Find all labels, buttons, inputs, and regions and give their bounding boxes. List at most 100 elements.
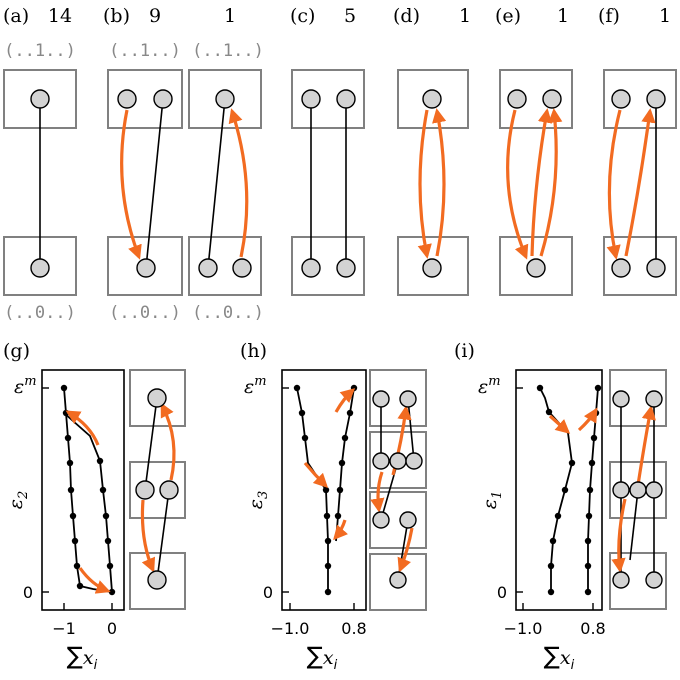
- top-row-edges: [39, 98, 657, 269]
- plot-h-yticks: εm 0: [244, 374, 273, 602]
- node: [542, 89, 562, 109]
- top-row-arrows: [120, 108, 656, 260]
- box-b2-top: [188, 69, 262, 129]
- edge-b2: [207, 98, 226, 269]
- arrow-e-up1: [530, 108, 553, 257]
- node: [232, 258, 252, 278]
- svg-text:0: 0: [497, 583, 507, 602]
- box-d-bottom: [397, 236, 469, 296]
- box-d-top: [397, 69, 469, 129]
- node: [422, 89, 442, 109]
- box-b-bottom: [107, 236, 183, 296]
- plot-h-ylabel: ε3: [245, 491, 271, 509]
- panel-b2-count: 1: [224, 5, 236, 27]
- arrow-f-down: [606, 109, 622, 260]
- state-bottom-a: (..0..): [4, 303, 76, 323]
- node: [215, 89, 235, 109]
- panel-c-label: (c): [290, 5, 315, 27]
- panel-e-count: 1: [557, 5, 569, 27]
- state-top-b: (..1..): [109, 41, 181, 61]
- node: [117, 89, 137, 109]
- axis-ticks: [42, 387, 594, 610]
- plot-i-state-stack: [609, 369, 667, 610]
- arrow-d-down: [417, 109, 432, 259]
- node: [611, 258, 631, 278]
- node: [507, 89, 527, 109]
- node: [198, 258, 218, 278]
- node: [646, 258, 666, 278]
- box-e-top: [499, 69, 573, 129]
- state-top-a: (..1..): [4, 41, 76, 61]
- state-bottom-b: (..0..): [109, 303, 181, 323]
- plot-h-xtick-right: 0.8: [341, 619, 366, 638]
- plot-h-state-stack: [369, 369, 427, 611]
- svg-text:0: 0: [23, 583, 33, 602]
- node: [30, 89, 50, 109]
- panel-i-label: (i): [454, 340, 475, 362]
- arrow-b2: [228, 108, 249, 258]
- svg-text:εm: εm: [14, 374, 37, 398]
- panel-e-label: (e): [495, 5, 521, 27]
- svg-text:εm: εm: [478, 374, 501, 398]
- edge-b: [145, 98, 164, 269]
- box-f-bottom: [603, 236, 677, 296]
- plot-i-curve-left: [539, 387, 573, 592]
- node: [336, 258, 356, 278]
- plot-h-frame: [281, 369, 367, 611]
- node: [301, 89, 321, 109]
- plot-g-curve-right: [63, 412, 113, 593]
- box-c-top: [291, 69, 365, 129]
- plot-h-xtick-left: −1.0: [271, 619, 310, 638]
- plot-g-ylabel: ε2: [5, 491, 31, 509]
- box-b2-bottom: [188, 236, 262, 296]
- panel-b-label: (b): [103, 5, 130, 27]
- node: [30, 258, 50, 278]
- plot-h-curves: [293, 384, 358, 596]
- plot-i-xtick-left: −1.0: [504, 619, 543, 638]
- top-row-boxes: [3, 69, 677, 296]
- arrow-f-up: [624, 108, 656, 257]
- node: [301, 258, 321, 278]
- node: [153, 89, 173, 109]
- box-e-bottom: [499, 236, 573, 296]
- svg-text:0: 0: [263, 583, 273, 602]
- node: [136, 258, 156, 278]
- node: [422, 258, 442, 278]
- panel-a-count: 14: [48, 5, 72, 27]
- plot-i-yticks: εm 0: [478, 374, 507, 602]
- arrow-e-down: [506, 109, 529, 260]
- plot-g-xlabel: ∑xi: [67, 642, 98, 673]
- arrow-e-up2: [539, 108, 563, 257]
- plot-i-xlabel: ∑xi: [544, 642, 575, 673]
- plot-i-ylabel: ε1: [479, 491, 505, 509]
- plot-g-state-stack: [129, 369, 186, 610]
- node: [336, 89, 356, 109]
- panel-f-label: (f): [598, 5, 620, 27]
- plot-frames: [41, 369, 603, 611]
- state-bottom-b2: (..0..): [192, 303, 264, 323]
- panel-a-label: (a): [3, 5, 29, 27]
- panel-g-label: (g): [3, 340, 30, 362]
- plot-g-yticks: εm 0: [14, 374, 37, 602]
- plot-g-xtick-left: −1: [52, 619, 76, 638]
- plot-g-curves: [60, 384, 116, 596]
- box-c-bottom: [291, 236, 365, 296]
- plot-h-xlabel: ∑xi: [307, 642, 338, 673]
- top-row-nodes: [30, 89, 666, 278]
- plot-i-xtick-right: 0.8: [580, 619, 605, 638]
- plot-i-curves: [536, 384, 602, 596]
- panel-c-count: 5: [344, 5, 356, 27]
- plot-g-xtick-right: 0: [107, 619, 117, 638]
- arrow-d-up: [432, 108, 447, 257]
- panel-f-count: 1: [659, 5, 671, 27]
- svg-text:εm: εm: [244, 374, 267, 398]
- plot-i-frame: [515, 369, 603, 611]
- box-f-top: [603, 69, 677, 129]
- plot-g-frame: [41, 369, 125, 611]
- arrow-b: [120, 109, 142, 260]
- state-top-b2: (..1..): [192, 41, 264, 61]
- box-b-top: [107, 69, 183, 129]
- panel-d-label: (d): [393, 5, 420, 27]
